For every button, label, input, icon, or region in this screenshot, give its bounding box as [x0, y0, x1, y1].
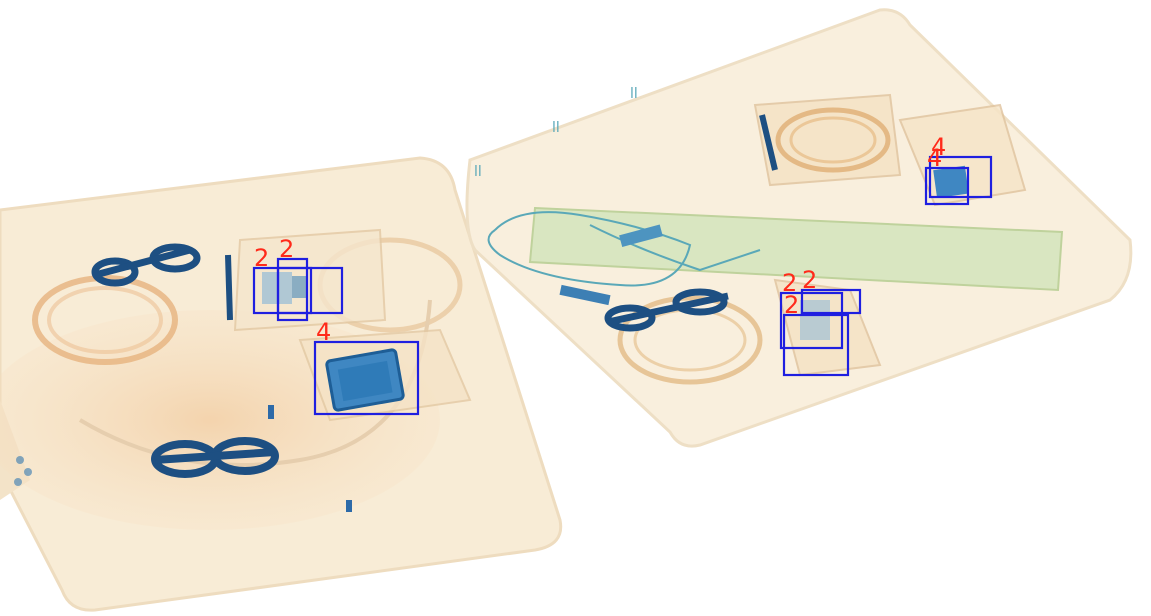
bbox-label-1: 2 [279, 235, 294, 263]
bbox-label-7: 2 [784, 291, 799, 319]
bbox-label-3: 4 [931, 133, 946, 161]
bbox-label-5: 2 [782, 269, 797, 297]
bbox-annotation-1b [276, 266, 344, 315]
bbox-label-2: 4 [316, 318, 331, 346]
bbox-label-4: 4 [927, 144, 942, 172]
metal-object-icon [151, 437, 279, 478]
bbox-annotation-2 [313, 340, 420, 416]
bbox-annotation-3 [928, 155, 993, 199]
metal-object-icon [604, 288, 729, 332]
right-tray: ll ll ll [465, 8, 1133, 448]
bbox-annotation-6 [800, 288, 862, 315]
svg-text:ll: ll [474, 164, 482, 180]
bbox-annotation-7 [782, 313, 850, 377]
bbox-annotation-4 [924, 166, 970, 206]
metal-object-icon [91, 243, 201, 287]
bbox-label-6: 2 [802, 266, 817, 294]
annotation-layer: 2 2 4 4 4 2 2 2 [252, 133, 993, 416]
left-tray [0, 156, 563, 612]
svg-text:ll: ll [630, 86, 638, 102]
svg-text:ll: ll [552, 120, 560, 136]
bbox-annotation-5 [779, 291, 844, 350]
bbox-label-0: 2 [254, 244, 269, 272]
